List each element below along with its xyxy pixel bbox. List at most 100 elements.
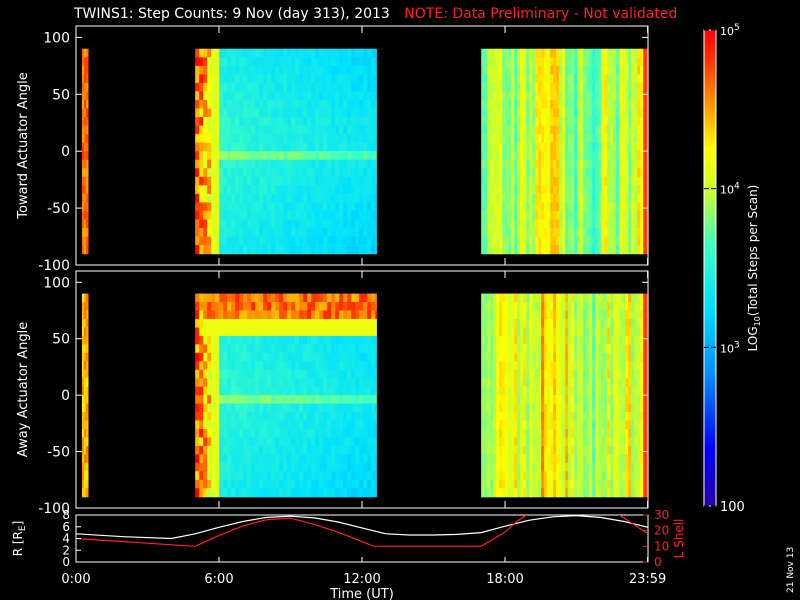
heat-cell <box>619 168 623 178</box>
heat-cell <box>327 168 332 178</box>
heat-cell <box>547 352 551 362</box>
heat-cell <box>580 310 584 320</box>
heat-cell <box>631 293 635 303</box>
heat-cell <box>267 310 272 320</box>
heat-cell <box>592 82 596 93</box>
heat-cell <box>484 479 488 489</box>
heat-cell <box>215 378 220 388</box>
heat-cell <box>239 99 244 110</box>
heat-cell <box>556 454 560 464</box>
heat-cell <box>283 318 288 329</box>
heat-cell <box>275 134 280 144</box>
heat-cell <box>505 82 509 93</box>
heat-cell <box>215 488 220 498</box>
heat-cell <box>544 108 548 118</box>
heat-cell <box>81 151 85 161</box>
heat-cell <box>577 361 581 371</box>
heat-cell <box>227 99 232 110</box>
heat-cell <box>351 462 356 472</box>
heat-cell <box>595 74 599 84</box>
heat-cell <box>601 437 605 447</box>
heat-cell <box>271 310 276 320</box>
heat-cell <box>589 245 593 255</box>
heat-cell <box>223 74 228 84</box>
heat-cell <box>199 57 204 67</box>
heat-cell <box>616 108 620 118</box>
heat-cell <box>335 210 340 221</box>
heat-cell <box>568 48 572 58</box>
heat-cell <box>235 74 240 84</box>
heat-cell <box>493 48 497 58</box>
heat-cell <box>634 151 638 161</box>
heat-cell <box>371 310 376 320</box>
heat-cell <box>586 117 590 127</box>
heat-cell <box>496 420 500 430</box>
heat-cell <box>598 403 602 413</box>
heat-cell <box>81 429 85 439</box>
heat-cell <box>291 352 296 362</box>
heat-cell <box>371 352 376 362</box>
heat-cell <box>592 412 596 422</box>
heat-cell <box>83 108 87 118</box>
heat-cell <box>227 462 232 472</box>
heat-cell <box>646 236 649 246</box>
heat-cell <box>207 445 212 455</box>
heat-cell <box>343 108 348 118</box>
heat-cell <box>263 210 268 221</box>
heat-cell <box>207 454 212 464</box>
heat-cell <box>613 378 617 388</box>
heat-cell <box>299 74 304 84</box>
heat-cell <box>299 57 304 67</box>
heat-cell <box>508 168 512 178</box>
heat-cell <box>547 142 551 152</box>
heat-cell <box>363 403 368 413</box>
heat-cell <box>547 228 551 238</box>
heat-cell <box>508 488 512 498</box>
heat-cell <box>544 488 548 498</box>
heat-cell <box>351 91 356 101</box>
heat-cell <box>243 57 248 67</box>
heat-cell <box>319 335 324 345</box>
heat-cell <box>203 335 208 345</box>
heat-cell <box>355 395 360 405</box>
heat-cell <box>490 176 494 186</box>
heat-cell <box>637 395 641 405</box>
heat-cell <box>299 395 304 405</box>
heat-cell <box>508 245 512 255</box>
heat-cell <box>526 219 530 229</box>
heat-cell <box>598 454 602 464</box>
heat-cell <box>610 108 614 118</box>
heat-cell <box>299 437 304 447</box>
heat-cell <box>595 327 599 337</box>
heat-cell <box>634 210 638 221</box>
heat-cell <box>481 117 485 127</box>
heat-cell <box>283 454 288 464</box>
heat-cell <box>219 437 224 447</box>
heat-cell <box>505 344 509 354</box>
heat-cell <box>511 193 515 204</box>
heat-cell <box>211 151 216 161</box>
heat-cell <box>283 245 288 255</box>
heat-cell <box>219 193 224 204</box>
heat-cell <box>239 134 244 144</box>
heat-cell <box>493 454 497 464</box>
heat-cell <box>215 202 220 212</box>
heat-cell <box>319 91 324 101</box>
heat-cell <box>535 236 539 246</box>
heat-cell <box>640 134 644 144</box>
heat-cell <box>207 219 212 229</box>
heat-cell <box>514 82 518 93</box>
heat-cell <box>520 412 524 422</box>
heat-cell <box>583 91 587 101</box>
heat-cell <box>243 108 248 118</box>
heat-cell <box>487 151 491 161</box>
heat-cell <box>622 429 626 439</box>
heat-cell <box>215 429 220 439</box>
heat-cell <box>83 403 87 413</box>
heat-cell <box>538 412 542 422</box>
heat-cell <box>559 454 563 464</box>
heat-cell <box>625 125 629 135</box>
heat-cell <box>295 65 300 75</box>
heat-cell <box>263 352 268 362</box>
heat-cell <box>355 236 360 246</box>
